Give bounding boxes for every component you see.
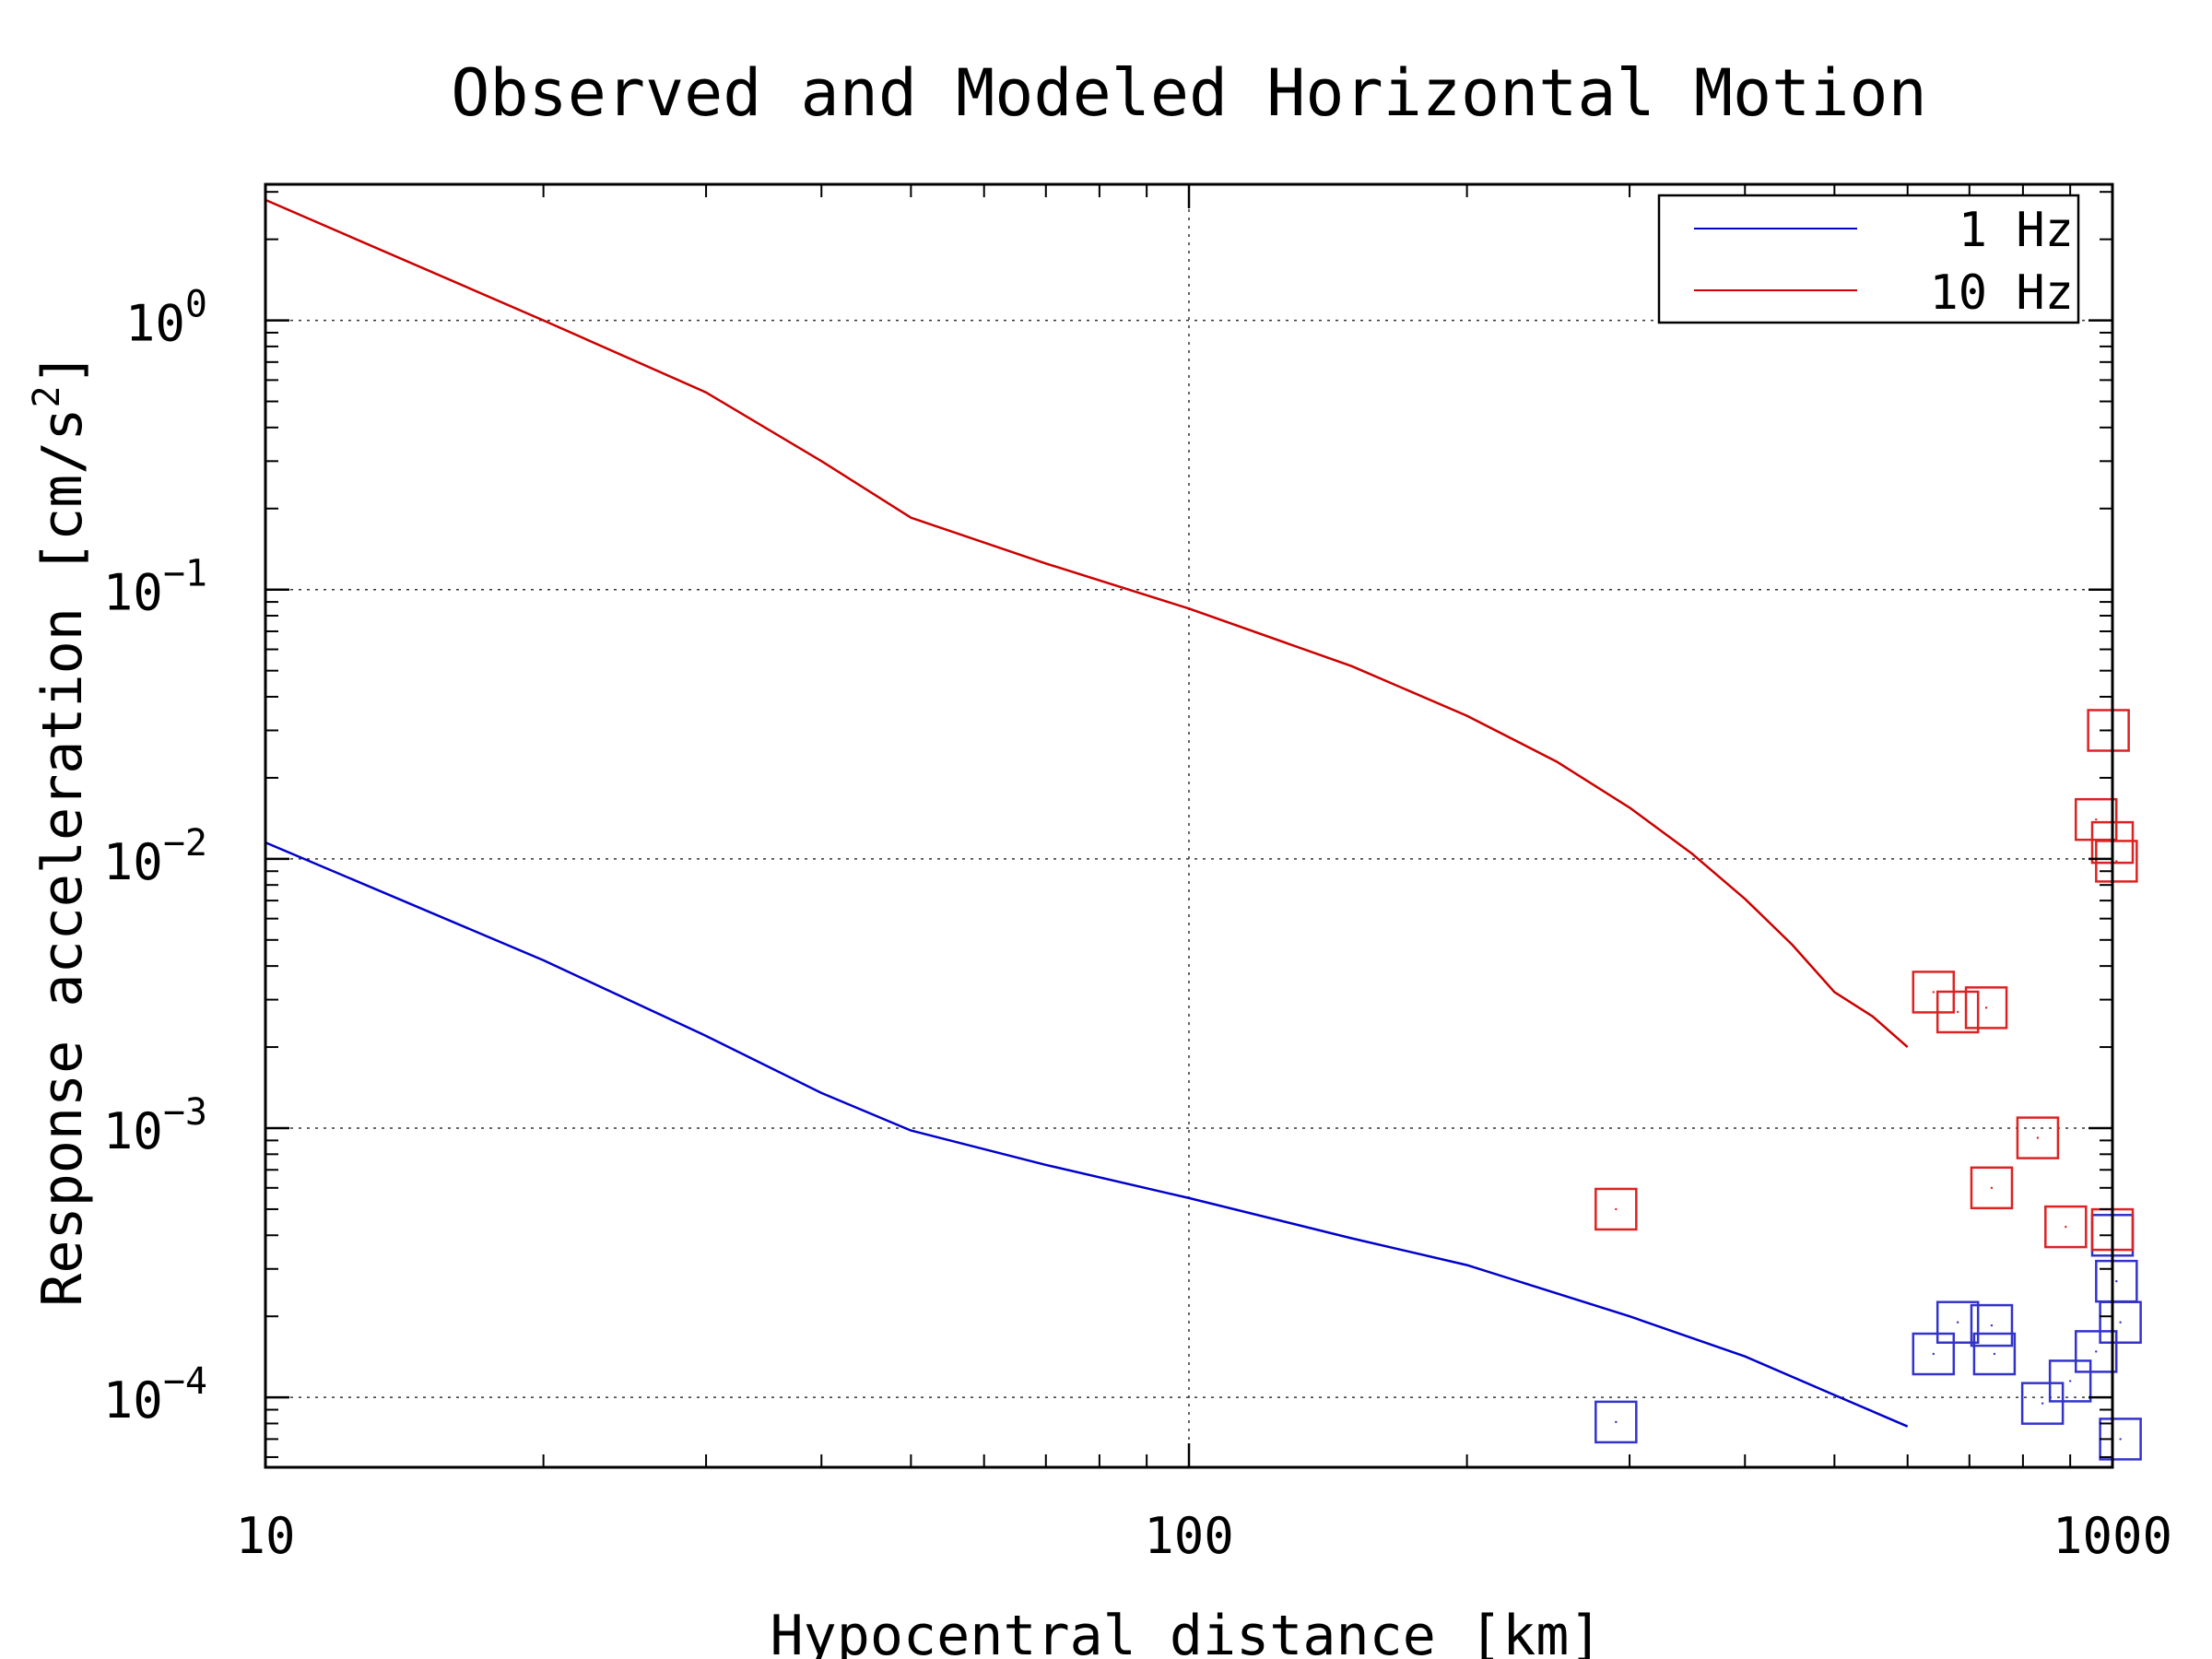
observation-center-dot	[2095, 1350, 2098, 1353]
observation-point	[2048, 1359, 2092, 1403]
observation-point	[1594, 1400, 1638, 1444]
observation-point	[2044, 1205, 2088, 1249]
y-axis-label-superscript: 2	[26, 385, 68, 407]
observation-center-dot	[1990, 1324, 1994, 1327]
chart-title: Observed and Modeled Horizontal Motion	[451, 55, 1926, 131]
observation-point	[1970, 1166, 2014, 1210]
observation-center-dot	[1615, 1207, 1618, 1211]
observation-point	[2020, 1382, 2065, 1425]
observation-point	[1972, 1332, 2017, 1376]
y-tick-label: 10−3	[103, 1091, 207, 1160]
observation-center-dot	[1932, 991, 1935, 994]
y-tick-label: 10−2	[103, 822, 207, 891]
legend-label-10hz: 10 Hz	[1929, 265, 2074, 321]
observation-center-dot	[1615, 1420, 1618, 1424]
observation-center-dot	[2119, 1321, 2122, 1324]
observation-center-dot	[2095, 818, 2098, 821]
observation-point	[2016, 1116, 2060, 1159]
observation-center-dot	[1956, 1321, 1959, 1324]
observation-point	[2074, 797, 2118, 841]
observation-markers	[1594, 709, 2142, 1461]
y-axis-label-main: Response acceleration [cm/s	[30, 407, 95, 1306]
observation-point	[2099, 1300, 2142, 1344]
observation-center-dot	[2068, 1380, 2072, 1382]
observation-point	[2074, 1330, 2118, 1373]
x-tick-label: 100	[1144, 1507, 1234, 1565]
legend-box	[1657, 194, 2080, 324]
observation-center-dot	[2115, 860, 2118, 863]
series-line-10hz	[265, 198, 1909, 1049]
y-axis-label-suffix: ]	[30, 352, 95, 385]
observation-center-dot	[2065, 1225, 2067, 1229]
legend-label-1hz: 1 Hz	[1959, 203, 2074, 258]
observation-center-dot	[1990, 1186, 1994, 1190]
y-tick-label: 100	[125, 284, 207, 353]
observation-point	[1964, 986, 2008, 1030]
observation-center-dot	[1984, 1006, 1988, 1009]
observation-point	[2087, 709, 2130, 752]
observation-center-dot	[2041, 1402, 2044, 1405]
grid-lines	[265, 184, 2112, 1467]
y-tick-label: 10−1	[103, 553, 207, 622]
x-tick-label: 1000	[2053, 1507, 2172, 1565]
observation-point	[1936, 990, 1980, 1034]
series-lines	[265, 198, 1909, 1428]
observation-center-dot	[1956, 1010, 1959, 1014]
observation-point	[1912, 1332, 1956, 1376]
observation-center-dot	[1993, 1352, 1996, 1356]
observation-center-dot	[2036, 1136, 2040, 1139]
x-tick-label: 10	[235, 1507, 295, 1565]
observation-point	[1970, 1303, 2014, 1347]
series-line-1hz	[265, 841, 1909, 1428]
axis-ticks	[264, 184, 2114, 1467]
observation-point	[2095, 840, 2138, 883]
observation-center-dot	[1932, 1352, 1935, 1356]
observation-center-dot	[2115, 1279, 2118, 1283]
y-tick-label: 10−4	[103, 1360, 207, 1430]
observation-point	[1594, 1187, 1638, 1231]
observation-point	[1936, 1300, 1980, 1344]
legend: 1 Hz 10 Hz	[1657, 194, 2080, 324]
x-axis-label: Hypocentral distance [km]	[770, 1604, 1602, 1659]
tick-labels: 10 100 1000 100 10−1 10−2 10−3 10−4	[103, 284, 2172, 1565]
y-axis-label: Response acceleration [cm/s2]	[26, 352, 95, 1307]
observation-center-dot	[2119, 1438, 2122, 1441]
